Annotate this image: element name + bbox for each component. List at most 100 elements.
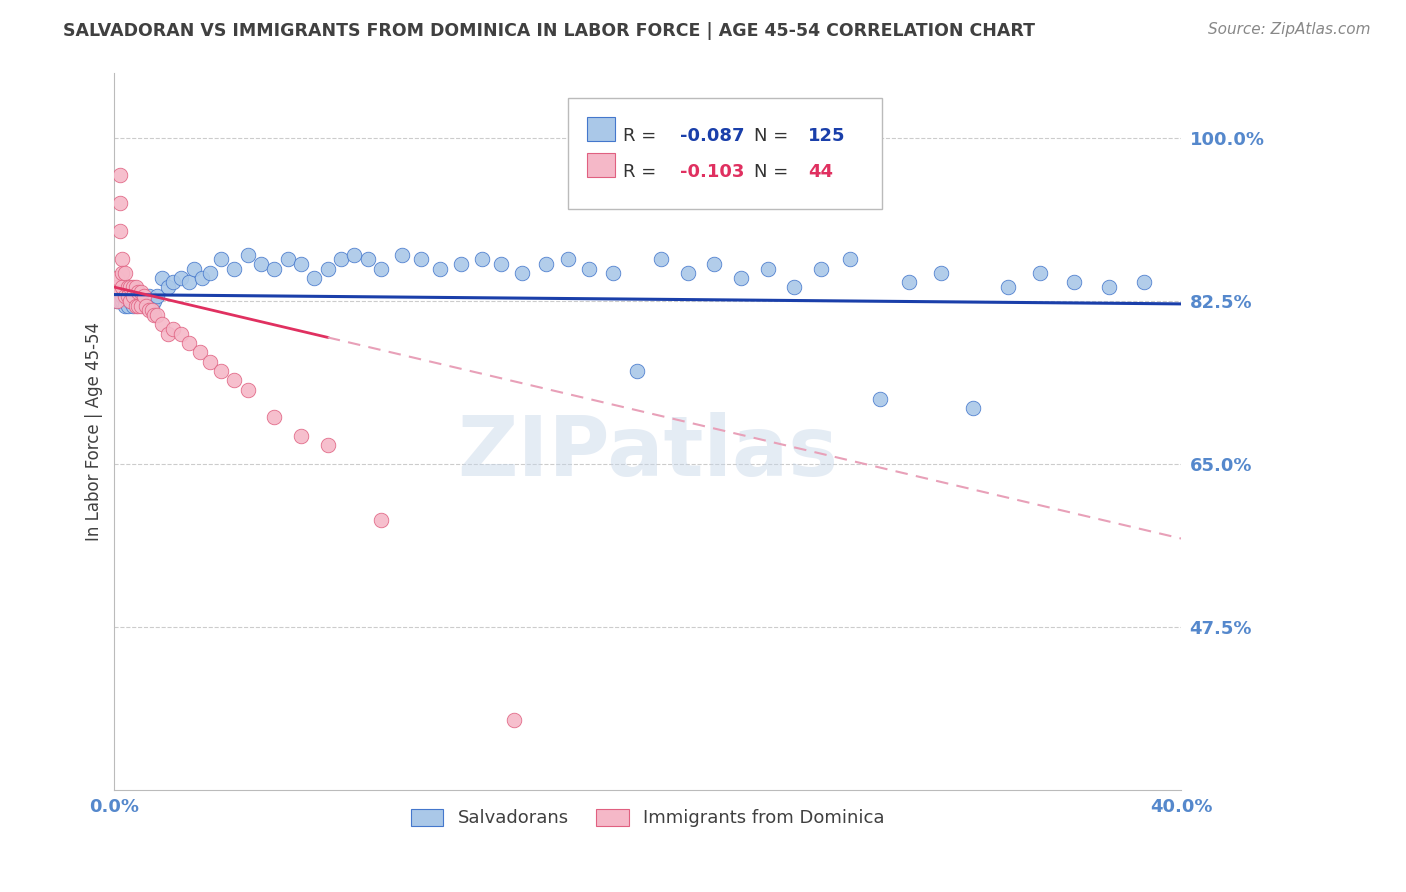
Point [503, 713, 526, 727]
Point [1029, 266, 1052, 280]
Text: N =: N = [755, 162, 789, 180]
Point [236, 383, 259, 397]
Point [250, 257, 273, 271]
Point [370, 513, 392, 527]
Point [429, 261, 451, 276]
Point [277, 252, 299, 267]
Point [898, 276, 921, 290]
Point [962, 401, 984, 416]
Point [357, 252, 380, 267]
Point [129, 289, 152, 303]
Point [236, 247, 259, 261]
Point [1133, 276, 1156, 290]
Point [117, 294, 139, 309]
Point [162, 322, 184, 336]
Point [343, 247, 366, 261]
Point [839, 252, 862, 267]
Text: 125: 125 [808, 127, 845, 145]
Point [135, 294, 157, 309]
Point [156, 326, 179, 341]
Point [471, 252, 494, 267]
Point [536, 257, 558, 271]
Point [105, 280, 128, 294]
Text: 44: 44 [808, 162, 832, 180]
Point [127, 294, 149, 309]
Text: N =: N = [755, 127, 789, 145]
FancyBboxPatch shape [586, 153, 614, 177]
Point [929, 266, 952, 280]
Point [129, 285, 152, 299]
FancyBboxPatch shape [568, 98, 883, 210]
Point [146, 289, 169, 303]
Point [783, 280, 806, 294]
Point [200, 354, 222, 368]
Point [224, 373, 246, 387]
Point [125, 299, 148, 313]
Point [188, 345, 211, 359]
Text: -0.087: -0.087 [679, 127, 744, 145]
Text: ZIPatlas: ZIPatlas [457, 412, 838, 493]
Text: R =: R = [623, 127, 657, 145]
Point [125, 280, 148, 294]
Point [114, 266, 136, 280]
Point [127, 299, 149, 313]
Point [114, 294, 136, 309]
Point [330, 252, 353, 267]
Point [177, 276, 200, 290]
Point [626, 364, 648, 378]
Point [122, 289, 145, 303]
Text: -0.103: -0.103 [679, 162, 744, 180]
Point [162, 276, 184, 290]
Point [209, 252, 232, 267]
Point [391, 247, 413, 261]
Point [146, 308, 169, 322]
Point [177, 336, 200, 351]
Point [111, 252, 134, 267]
Point [290, 429, 312, 443]
Point [132, 289, 155, 303]
Point [316, 261, 339, 276]
Point [105, 294, 128, 309]
Point [108, 294, 131, 309]
Point [114, 289, 136, 303]
Point [143, 294, 166, 309]
Point [138, 289, 160, 303]
Text: SALVADORAN VS IMMIGRANTS FROM DOMINICA IN LABOR FORCE | AGE 45-54 CORRELATION CH: SALVADORAN VS IMMIGRANTS FROM DOMINICA I… [63, 22, 1035, 40]
Point [370, 261, 392, 276]
Point [450, 257, 472, 271]
Point [105, 270, 128, 285]
Point [108, 224, 131, 238]
Point [578, 261, 600, 276]
Point [304, 270, 326, 285]
Point [224, 261, 246, 276]
Point [810, 261, 832, 276]
Point [156, 280, 179, 294]
Point [127, 285, 149, 299]
Point [170, 326, 193, 341]
Point [263, 410, 285, 425]
Point [152, 270, 174, 285]
Point [120, 289, 142, 303]
Point [756, 261, 779, 276]
Point [409, 252, 432, 267]
Point [125, 294, 148, 309]
Point [152, 318, 174, 332]
Point [703, 257, 725, 271]
Point [135, 299, 157, 313]
Point [117, 280, 139, 294]
Point [129, 299, 152, 313]
Point [108, 196, 131, 211]
Point [997, 280, 1019, 294]
Point [650, 252, 672, 267]
Point [557, 252, 579, 267]
Point [489, 257, 512, 271]
Point [512, 266, 534, 280]
Point [111, 289, 134, 303]
Point [111, 294, 134, 309]
Text: R =: R = [623, 162, 657, 180]
Point [120, 294, 142, 309]
Point [120, 280, 142, 294]
Point [183, 261, 205, 276]
Text: Source: ZipAtlas.com: Source: ZipAtlas.com [1208, 22, 1371, 37]
Point [209, 364, 232, 378]
